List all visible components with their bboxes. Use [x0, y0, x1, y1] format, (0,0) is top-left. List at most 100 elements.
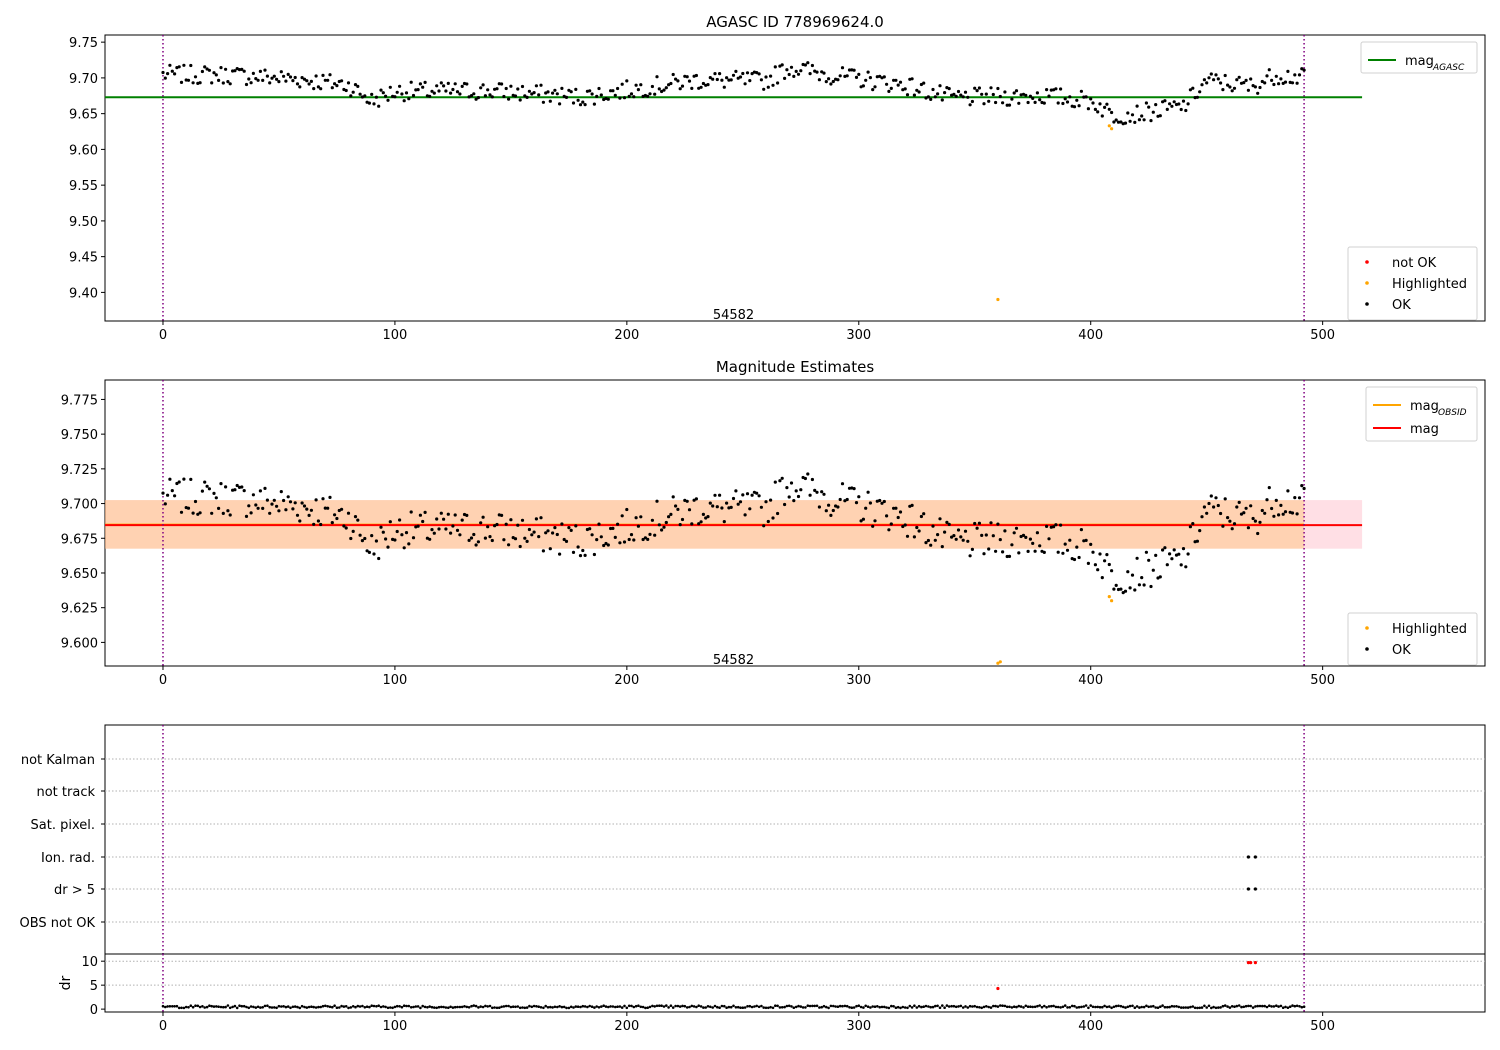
legend-label-0: mag	[1405, 54, 1434, 69]
panel3-plot-area: not Kalman not track Sat. pixel. Ion. rad. d…	[20, 724, 1486, 955]
panel3-category-label-1: not track	[36, 785, 95, 800]
panel2-ok-point	[984, 533, 988, 537]
panel1-ok-point	[1014, 89, 1019, 93]
panel1-ok-point	[1130, 113, 1135, 117]
panel4-ok-point	[296, 1005, 299, 1009]
panel2-ok-point	[233, 488, 237, 492]
panel4-ok-point	[764, 1006, 768, 1010]
panel1-ok-point	[282, 74, 286, 78]
panel2-ok-point	[1216, 503, 1220, 508]
panel4-ok-point	[331, 1005, 334, 1009]
panel1-ok-point	[476, 96, 480, 100]
panel4-ok-point	[920, 1005, 923, 1009]
panel4-ok-point	[741, 1006, 745, 1009]
panel4-ok-point	[395, 1004, 399, 1008]
panel4-ok-point	[639, 1005, 643, 1009]
panel2-ok-point	[574, 524, 578, 528]
panel4-ok-point	[356, 1004, 360, 1008]
panel2-ok-point	[1091, 550, 1095, 554]
panel2-title: Magnitude Estimates	[716, 358, 874, 376]
panel4-ok-point	[876, 1005, 879, 1008]
panel2-ok-point	[203, 480, 207, 484]
panel2-ok-point	[1226, 516, 1230, 520]
panel1-ok-point	[1042, 101, 1046, 105]
panel2-ok-point	[1177, 552, 1181, 556]
panel1-ok-point	[1258, 85, 1262, 90]
panel1-ok-point	[479, 86, 483, 90]
panel2-point-legend: Highlighted OK	[1347, 612, 1478, 666]
panel1-ytick-label-9.60: 9.60	[69, 143, 98, 158]
panel4-ok-point	[500, 1005, 503, 1009]
panel2-ok-point	[1026, 549, 1030, 554]
panel4-ok-point	[982, 1005, 986, 1009]
panel4-ok-point	[973, 1004, 976, 1008]
panel4-ok-point	[474, 1004, 478, 1008]
panel4-ok-point	[883, 1005, 886, 1009]
panel4-ok-point	[263, 1004, 267, 1008]
panel1-ok-point	[203, 65, 207, 69]
panel1-ok-point	[731, 73, 736, 77]
panel1-ok-point	[374, 95, 378, 99]
panel4-ok-point	[1149, 1005, 1153, 1008]
panel2-ok-point	[1200, 515, 1204, 519]
panel1-ok-point	[1084, 95, 1088, 99]
panel2-ok-point	[256, 506, 260, 510]
panel1-ok-point	[261, 78, 265, 82]
panel2-ok-point	[1119, 587, 1123, 591]
panel2-ok-point	[680, 517, 685, 522]
panel4-ok-point	[915, 1006, 919, 1009]
panel1-ok-point	[1059, 87, 1063, 91]
panel4-ok-point	[924, 1004, 928, 1008]
panel1-ok-point	[451, 87, 455, 92]
panel1-ok-point	[546, 90, 550, 94]
panel4-ok-point	[704, 1006, 707, 1009]
panel2-ok-point	[815, 490, 819, 494]
panel4-ok-point	[382, 1005, 385, 1008]
panel1-ok-point	[1082, 95, 1086, 99]
panel1-ok-point	[467, 95, 471, 99]
panel2-ok-point	[446, 512, 450, 516]
panel1-ok-point	[875, 75, 879, 79]
panel2-ok-point	[404, 531, 409, 535]
panel1-ok-point	[163, 76, 167, 80]
panel4-ok-point	[442, 1005, 445, 1009]
panel1-ok-point	[335, 84, 339, 88]
panel1-ok-point	[924, 96, 928, 100]
panel3-flag-point	[1253, 887, 1257, 891]
panel2-ok-point	[502, 538, 506, 542]
panel4-ok-point	[333, 1004, 336, 1007]
panel1-ok-point	[1089, 97, 1093, 101]
panel4-ok-point	[947, 1005, 951, 1008]
panel4-ok-point	[488, 1004, 492, 1008]
panel4-ytick-label-10: 10	[81, 955, 98, 970]
panel4-ok-point	[815, 1004, 819, 1008]
legend-marker-0	[1365, 260, 1369, 264]
panel1-ok-point	[980, 92, 984, 96]
panel4-ok-point	[1200, 1006, 1204, 1009]
panel4-ok-point	[799, 1005, 803, 1008]
panel1-ok-point	[741, 71, 745, 76]
panel2-ok-point	[1267, 486, 1271, 490]
panel2-ok-point	[1077, 555, 1081, 560]
panel3-flag-point	[1253, 855, 1257, 859]
panel1-ok-point	[574, 87, 578, 91]
panel1-ok-point	[263, 68, 267, 72]
panel4-ok-point	[572, 1006, 575, 1009]
panel4-ok-point	[273, 1006, 276, 1009]
panel1-ok-point	[1110, 110, 1114, 115]
panel1-ok-point	[1263, 81, 1267, 85]
panel1-ok-point	[564, 95, 569, 99]
panel2-ok-point	[931, 524, 935, 528]
panel4-ok-point	[1142, 1005, 1146, 1009]
panel1-ok-point	[295, 82, 300, 86]
panel1-ok-point	[1019, 93, 1023, 97]
panel2-ok-point	[179, 510, 184, 514]
panel4-ok-point	[838, 1004, 842, 1008]
panel2-ok-point	[771, 516, 775, 520]
panel1-ok-point	[1007, 103, 1012, 107]
panel1-ok-point	[333, 82, 337, 86]
panel1-ok-point	[210, 81, 214, 85]
panel1-ok-point	[1123, 121, 1128, 125]
panel4-ok-point	[389, 1006, 392, 1009]
panel4-ok-point	[1001, 1004, 1004, 1007]
